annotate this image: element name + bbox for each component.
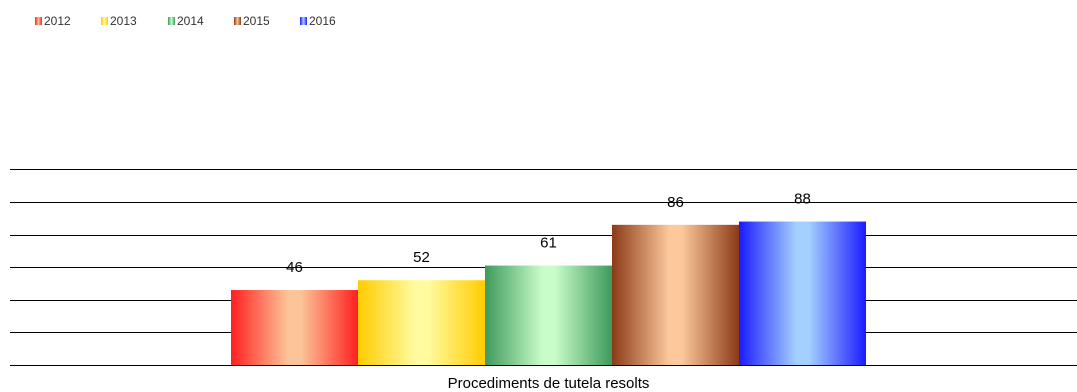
data-label-2014: 61 (540, 235, 557, 252)
legend-swatch-2015 (234, 17, 241, 25)
data-labels: 46 52 61 86 88 (286, 191, 811, 276)
legend-swatch-2016 (300, 17, 307, 25)
legend-label-2015: 2015 (243, 14, 270, 28)
legend-label-2012: 2012 (44, 14, 71, 28)
data-label-2013: 52 (413, 249, 430, 266)
bar-2014 (485, 265, 612, 365)
bar-2013 (358, 280, 485, 365)
legend-swatch-2013 (101, 17, 108, 25)
legend-swatch-2012 (35, 17, 42, 25)
bars (231, 221, 866, 365)
legend-label-2016: 2016 (309, 14, 336, 28)
legend-label-2014: 2014 (177, 14, 204, 28)
legend: 2012 2013 2014 2015 2016 (35, 14, 336, 28)
legend-swatch-2014 (168, 17, 175, 25)
bar-2012 (231, 290, 358, 365)
legend-label-2013: 2013 (110, 14, 137, 28)
data-label-2012: 46 (286, 259, 303, 276)
category-label: Procediments de tutela resolts (448, 375, 650, 392)
category-labels: Procediments de tutela resolts (448, 375, 650, 392)
data-label-2016: 88 (794, 191, 811, 208)
bar-2015 (612, 224, 739, 365)
bar-2016 (739, 221, 866, 365)
data-label-2015: 86 (667, 194, 684, 211)
